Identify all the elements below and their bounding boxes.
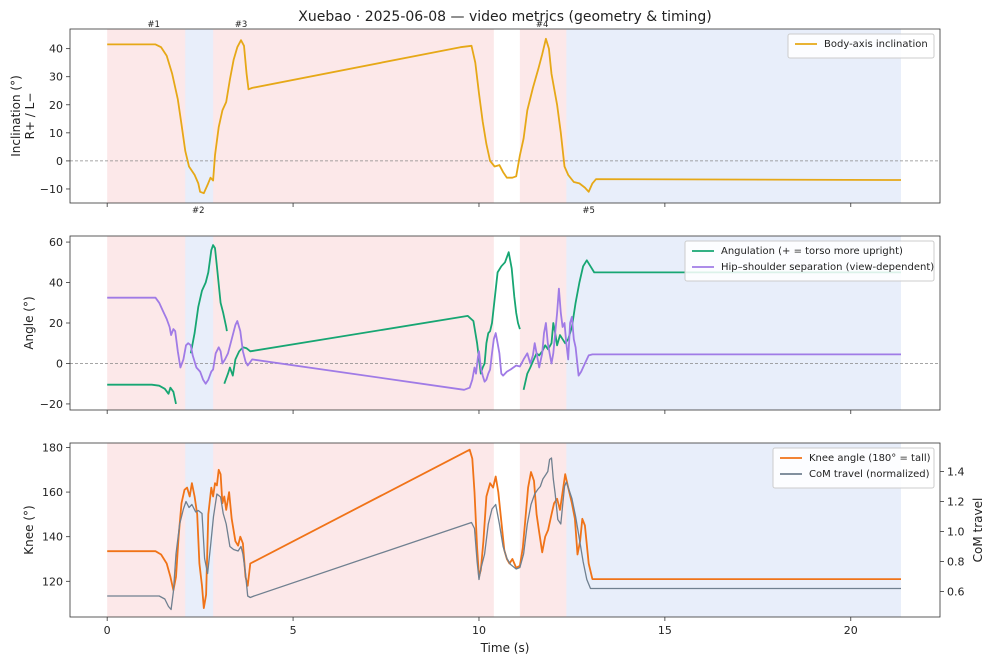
phase-band-red — [213, 29, 494, 203]
series-line — [107, 37, 902, 195]
legend: Angulation (+ = torso more upright) Hip–s… — [684, 240, 935, 282]
chart-title: Xuebao · 2025-06-08 — video metrics (geo… — [298, 9, 712, 25]
event-marker-label: #5 — [582, 206, 595, 216]
legend-box — [772, 447, 935, 489]
y-axis-label-sub: R+ / L− — [23, 93, 37, 140]
series-line — [107, 287, 901, 391]
series-line — [189, 244, 228, 354]
x-tick-label: 15 — [658, 624, 672, 637]
plot-frame — [69, 442, 941, 618]
y-tick-label: 0 — [56, 357, 63, 370]
phase-band-red — [107, 29, 186, 203]
phase-band-red — [107, 236, 186, 410]
legend-entry: Knee angle (180° = tall) — [809, 453, 931, 464]
y-tick-label: 180 — [42, 441, 63, 454]
phase-band-red — [213, 236, 494, 410]
series-line — [107, 383, 177, 405]
x-axis-label: Time (s) — [480, 641, 530, 655]
y2-tick-label: 1.4 — [947, 466, 965, 479]
legend-entry: CoM travel (normalized) — [809, 469, 930, 480]
y-tick-label: 60 — [49, 236, 63, 249]
y-axis-label: Angle (°) — [22, 296, 36, 349]
y-tick-label: −20 — [40, 398, 63, 411]
plot-frame — [69, 28, 941, 204]
phase-band-red — [213, 443, 494, 617]
legend-box — [787, 33, 935, 59]
phase-band-blue — [185, 29, 214, 203]
x-tick-label: 20 — [844, 624, 858, 637]
legend-entry: Angulation (+ = torso more upright) — [721, 246, 903, 257]
panel-top: −10 0 10 20 30 40 Inclination (°) R+ / L− #1 #2 #3… — [9, 20, 941, 216]
event-marker-label: #2 — [192, 206, 205, 216]
series-line — [107, 457, 901, 611]
legend-entry: Body-axis inclination — [824, 39, 928, 50]
y2-tick-label: 1.0 — [947, 526, 965, 539]
series-line — [223, 251, 521, 385]
y-tick-label: 0 — [56, 155, 63, 168]
y-tick-label: 30 — [49, 71, 63, 84]
y-tick-label: 40 — [49, 277, 63, 290]
y-axis-label: Inclination (°) — [9, 75, 23, 157]
y2-tick-label: 1.2 — [947, 496, 965, 509]
y-tick-label: 10 — [49, 127, 63, 140]
y-tick-label: 20 — [49, 317, 63, 330]
y-tick-label: −10 — [40, 183, 63, 196]
panel-bottom: 120 140 160 180 0.6 0.8 1.0 1.2 1.4 0 5 10 15 20 Knee … — [22, 441, 985, 655]
series-line — [107, 448, 901, 609]
phase-band-red — [519, 443, 567, 617]
x-tick-label: 5 — [290, 624, 297, 637]
legend-box — [684, 240, 935, 282]
legend: Body-axis inclination — [787, 33, 935, 59]
panel-middle: −20 0 20 40 60 Angle (°) Angulation (+ = torso… — [22, 235, 941, 414]
x-tick-label: 0 — [104, 624, 111, 637]
legend-entry: Hip–shoulder separation (view-dependent) — [721, 262, 934, 273]
y-tick-label: 140 — [42, 531, 63, 544]
y-axis-label: Knee (°) — [22, 505, 36, 554]
y2-tick-label: 0.6 — [947, 586, 965, 599]
event-marker-label: #3 — [235, 20, 248, 30]
phase-band-red — [519, 236, 567, 410]
event-marker-label: #4 — [536, 20, 549, 30]
y2-axis-label: CoM travel — [971, 498, 985, 563]
y-tick-label: 160 — [42, 486, 63, 499]
phase-band-blue — [185, 443, 214, 617]
y-tick-label: 120 — [42, 575, 63, 588]
y-tick-label: 40 — [49, 43, 63, 56]
legend: Knee angle (180° = tall) CoM travel (norm… — [772, 447, 935, 489]
x-tick-label: 10 — [472, 624, 486, 637]
y2-tick-label: 0.8 — [947, 556, 965, 569]
event-marker-label: #1 — [147, 20, 160, 30]
y-tick-label: 20 — [49, 99, 63, 112]
